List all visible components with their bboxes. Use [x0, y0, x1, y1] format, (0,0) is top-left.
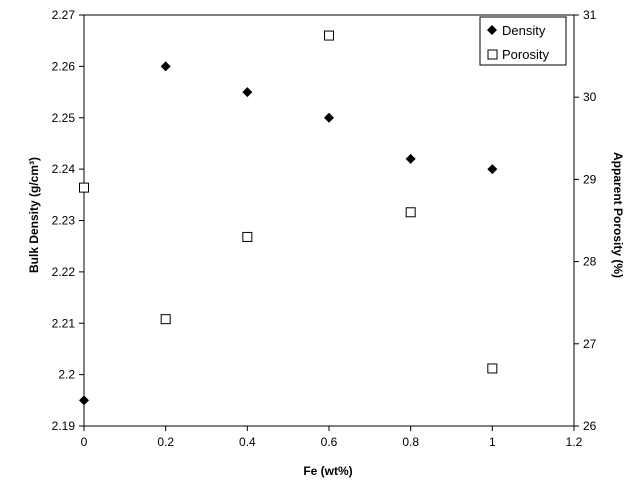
x-tick-label: 0.2	[157, 435, 174, 449]
legend-density-label: Density	[502, 23, 546, 38]
porosity-point	[160, 314, 171, 325]
porosity-point	[405, 207, 416, 218]
density-point	[79, 395, 89, 406]
density-point	[405, 153, 416, 164]
x-tick-label: 1.2	[566, 435, 583, 449]
porosity-point	[79, 182, 89, 193]
plot-area	[83, 14, 575, 427]
density-point	[160, 61, 171, 72]
right-y-tick-label: 29	[583, 172, 597, 186]
left-y-tick-label: 2.22	[52, 265, 76, 279]
left-y-tick-label: 2.27	[52, 8, 76, 22]
legend: Density Porosity	[479, 16, 567, 66]
right-y-tick-label: 26	[583, 419, 597, 433]
left-y-tick-label: 2.26	[52, 59, 76, 73]
left-y-tick-label: 2.23	[52, 214, 76, 228]
left-y-tick-label: 2.25	[52, 111, 76, 125]
right-y-tick-label: 27	[583, 337, 597, 351]
left-y-tick-label: 2.19	[52, 419, 76, 433]
left-y-axis-ticks: 2.19 2.2 2.21 2.22 2.23 2.24 2.25 2.26 2.27	[52, 8, 84, 433]
legend-density-marker	[487, 25, 497, 35]
left-y-tick-label: 2.2	[58, 368, 75, 382]
porosity-point	[324, 30, 334, 41]
left-y-axis-title: Bulk Density (g/cm³)	[27, 157, 41, 273]
density-point	[487, 164, 498, 175]
x-tick-label: 0	[81, 435, 88, 449]
left-y-tick-label: 2.24	[52, 162, 76, 176]
x-tick-label: 0.4	[239, 435, 256, 449]
legend-porosity-marker	[487, 49, 498, 60]
x-tick-label: 1	[489, 435, 496, 449]
data-markers	[79, 30, 498, 406]
right-y-tick-label: 28	[583, 255, 597, 269]
x-tick-label: 0.6	[321, 435, 338, 449]
x-axis-ticks: 0 0.2 0.4 0.6 0.8 1 1.2	[81, 426, 583, 449]
porosity-point	[487, 363, 498, 374]
left-y-tick-label: 2.21	[52, 316, 76, 330]
legend-porosity-label: Porosity	[502, 47, 549, 62]
x-tick-label: 0.8	[402, 435, 419, 449]
density-point	[242, 87, 253, 98]
density-point	[324, 112, 334, 123]
right-y-tick-label: 31	[583, 8, 597, 22]
right-y-tick-label: 30	[583, 90, 597, 104]
right-y-axis-ticks: 26 27 28 29 30 31	[574, 8, 597, 433]
right-y-axis-title: Apparent Porosity (%)	[611, 152, 625, 278]
porosity-point	[242, 231, 253, 242]
x-axis-title: Fe (wt%)	[303, 464, 352, 478]
